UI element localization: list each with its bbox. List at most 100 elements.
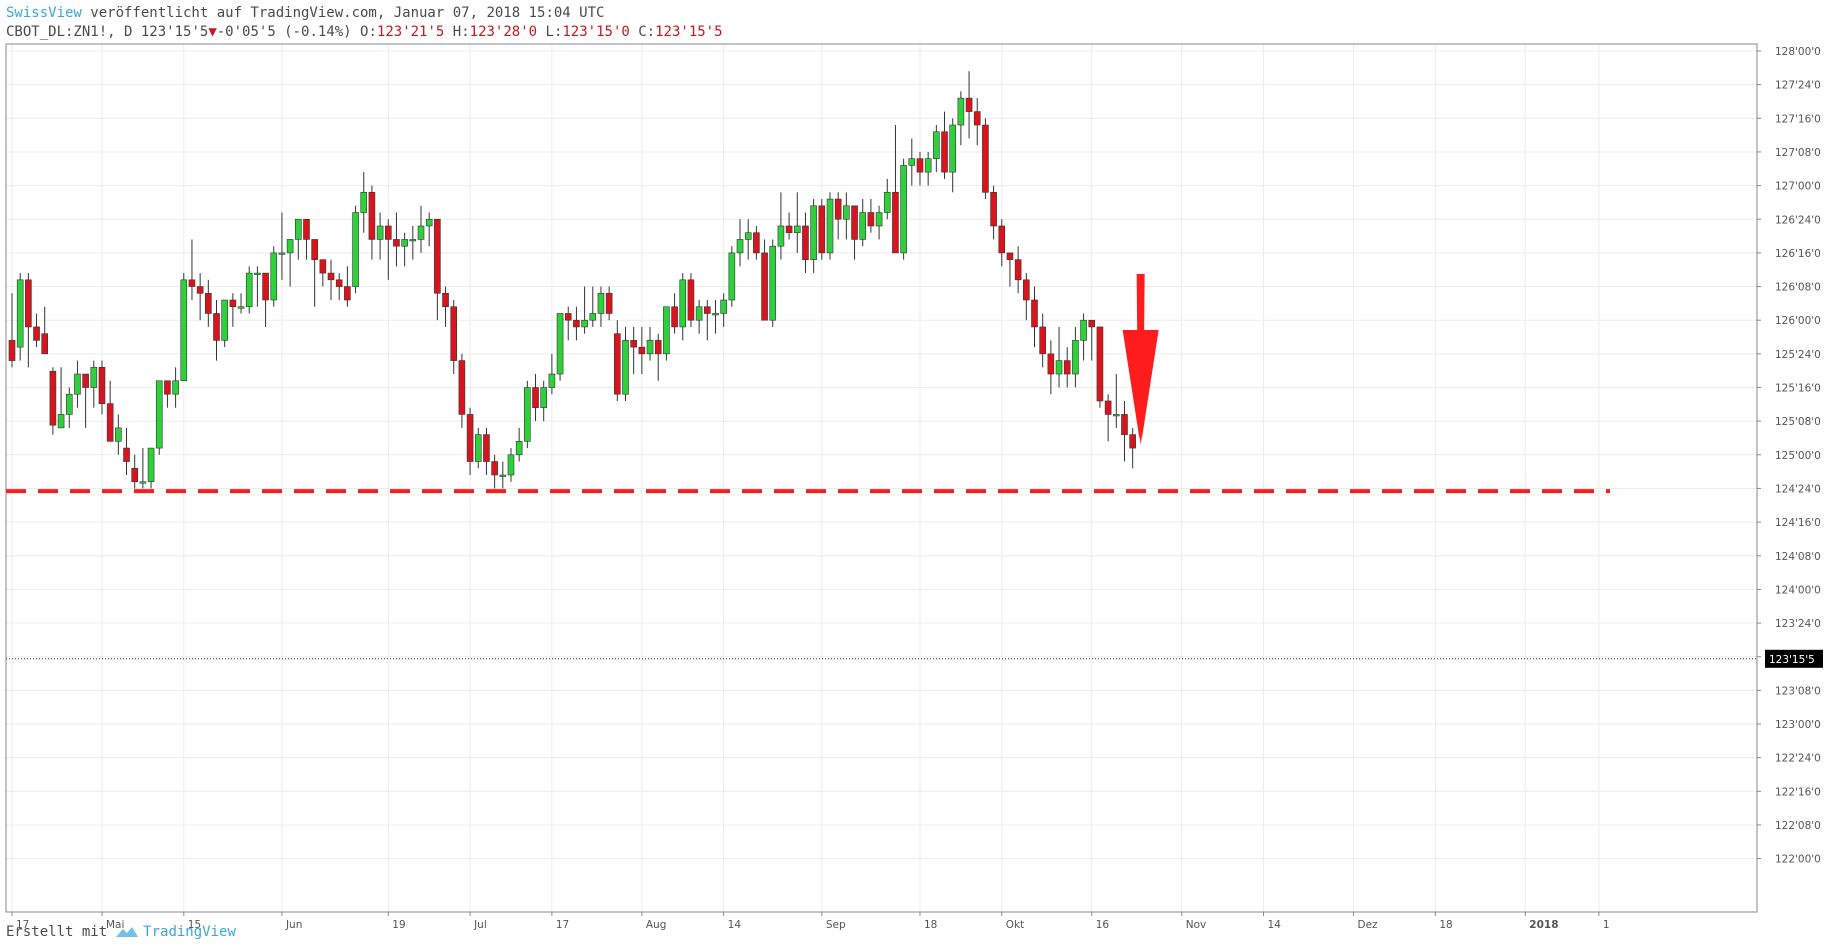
y-tick-label: 124'00'0 [1775, 584, 1821, 596]
candle-body [25, 279, 32, 328]
candle-body [254, 272, 261, 275]
candle-body [753, 232, 760, 254]
candle-body [532, 387, 539, 408]
candle-body [769, 245, 777, 321]
candle-body [221, 299, 228, 341]
y-tick-label: 122'24'0 [1775, 753, 1821, 765]
candle-body [826, 198, 834, 254]
candle-body [982, 124, 989, 193]
x-tick-label: 17 [556, 919, 569, 931]
candle-body [671, 306, 678, 328]
candle-body [605, 292, 613, 314]
candle-body [319, 259, 327, 274]
candle-body [335, 279, 343, 287]
candle-body [180, 279, 188, 382]
candle-body [1031, 299, 1038, 328]
x-tick-label: 16 [1096, 919, 1110, 931]
candle-body [1014, 259, 1022, 281]
candle-body [540, 387, 548, 408]
y-tick-label: 127'16'0 [1775, 113, 1821, 125]
candle-body [245, 272, 253, 308]
candle-body [1023, 279, 1030, 301]
candle-body [172, 380, 179, 395]
candle-body [483, 434, 490, 462]
candle-body [442, 292, 449, 308]
open-value: 123'21'5 [376, 24, 445, 40]
candle-body [98, 367, 106, 404]
candle-body [384, 225, 392, 240]
candle-body [973, 111, 981, 126]
candle-body [1039, 326, 1046, 355]
candle-body [196, 286, 204, 294]
x-tick-label: 19 [392, 919, 405, 931]
candle-body [8, 340, 16, 361]
created-with-label: Erstellt mit [6, 924, 108, 940]
candle-body [57, 414, 65, 429]
candle-body [229, 299, 237, 308]
candle-body [524, 387, 531, 442]
candle-body [957, 97, 965, 126]
candle-body [434, 218, 441, 294]
candle-body [352, 212, 359, 287]
candle-body [924, 158, 932, 173]
published-text: veröffentlicht auf TradingView.com, Janu… [81, 5, 605, 21]
candle-body [712, 313, 719, 316]
open-label: O: [360, 24, 377, 40]
x-tick-label: Mai [106, 919, 124, 931]
candle-body [311, 239, 318, 260]
y-tick-label: 123'08'0 [1775, 685, 1821, 697]
candle-body [663, 306, 670, 355]
candle-body [491, 461, 498, 476]
candle-body [875, 212, 883, 227]
candle-body [425, 218, 433, 227]
candle-body [237, 306, 245, 309]
x-tick-label: Sep [826, 919, 846, 931]
y-tick-label: 126'24'0 [1775, 214, 1821, 226]
candle-body [1129, 434, 1136, 449]
candle-body [278, 252, 286, 255]
candle-body [1096, 326, 1104, 402]
candle-body [597, 292, 605, 314]
x-tick-label: Jul [473, 919, 487, 931]
candle-body [720, 299, 727, 314]
y-tick-label: 126'08'0 [1775, 282, 1821, 294]
y-tick-label: 127'24'0 [1775, 80, 1821, 92]
candle-body [417, 225, 425, 240]
candle-body [892, 192, 899, 254]
candle-body [728, 252, 736, 301]
candle-body [33, 326, 40, 341]
candle-body [123, 447, 130, 462]
candles [8, 71, 1136, 489]
candle-body [49, 371, 57, 426]
y-tick-label: 122'08'0 [1775, 820, 1821, 832]
candle-body [393, 239, 400, 247]
candle-body [556, 313, 564, 375]
candle-body [1121, 414, 1128, 435]
tradingview-link[interactable]: TradingView [115, 924, 236, 940]
y-tick-label: 122'16'0 [1775, 786, 1821, 798]
candle-body [1063, 360, 1071, 375]
y-tick-label: 123'24'0 [1775, 618, 1821, 630]
brand-label: TradingView [143, 924, 236, 940]
y-tick-label: 125'00'0 [1775, 450, 1821, 462]
x-tick-label: 2018 [1529, 919, 1558, 931]
candle-body [589, 313, 597, 321]
chart-header: SwissView veröffentlicht auf TradingView… [6, 4, 723, 42]
x-axis: 17 Mai 15 Jun 19 Jul 17 Aug 14 Sep 18 Okt 16 Nov 14 Dez… [11, 912, 1610, 931]
candle-body [646, 340, 654, 355]
candle-body [499, 474, 507, 477]
x-tick-label: Okt [1006, 919, 1024, 931]
candle-body [1055, 360, 1063, 375]
change-label: -0'05'5 (-0.14%) [216, 24, 352, 40]
candle-body [139, 481, 147, 484]
y-tick-label: 128'00'0 [1775, 46, 1821, 58]
x-tick-label: 17 [16, 919, 29, 931]
candle-body [761, 252, 768, 321]
y-tick-label: 124'24'0 [1775, 483, 1821, 495]
down-triangle-icon: ▼ [208, 24, 217, 40]
publisher-link[interactable]: SwissView [6, 5, 82, 21]
candle-body [744, 232, 752, 240]
candle-body [548, 373, 556, 388]
candle-body [933, 131, 940, 159]
